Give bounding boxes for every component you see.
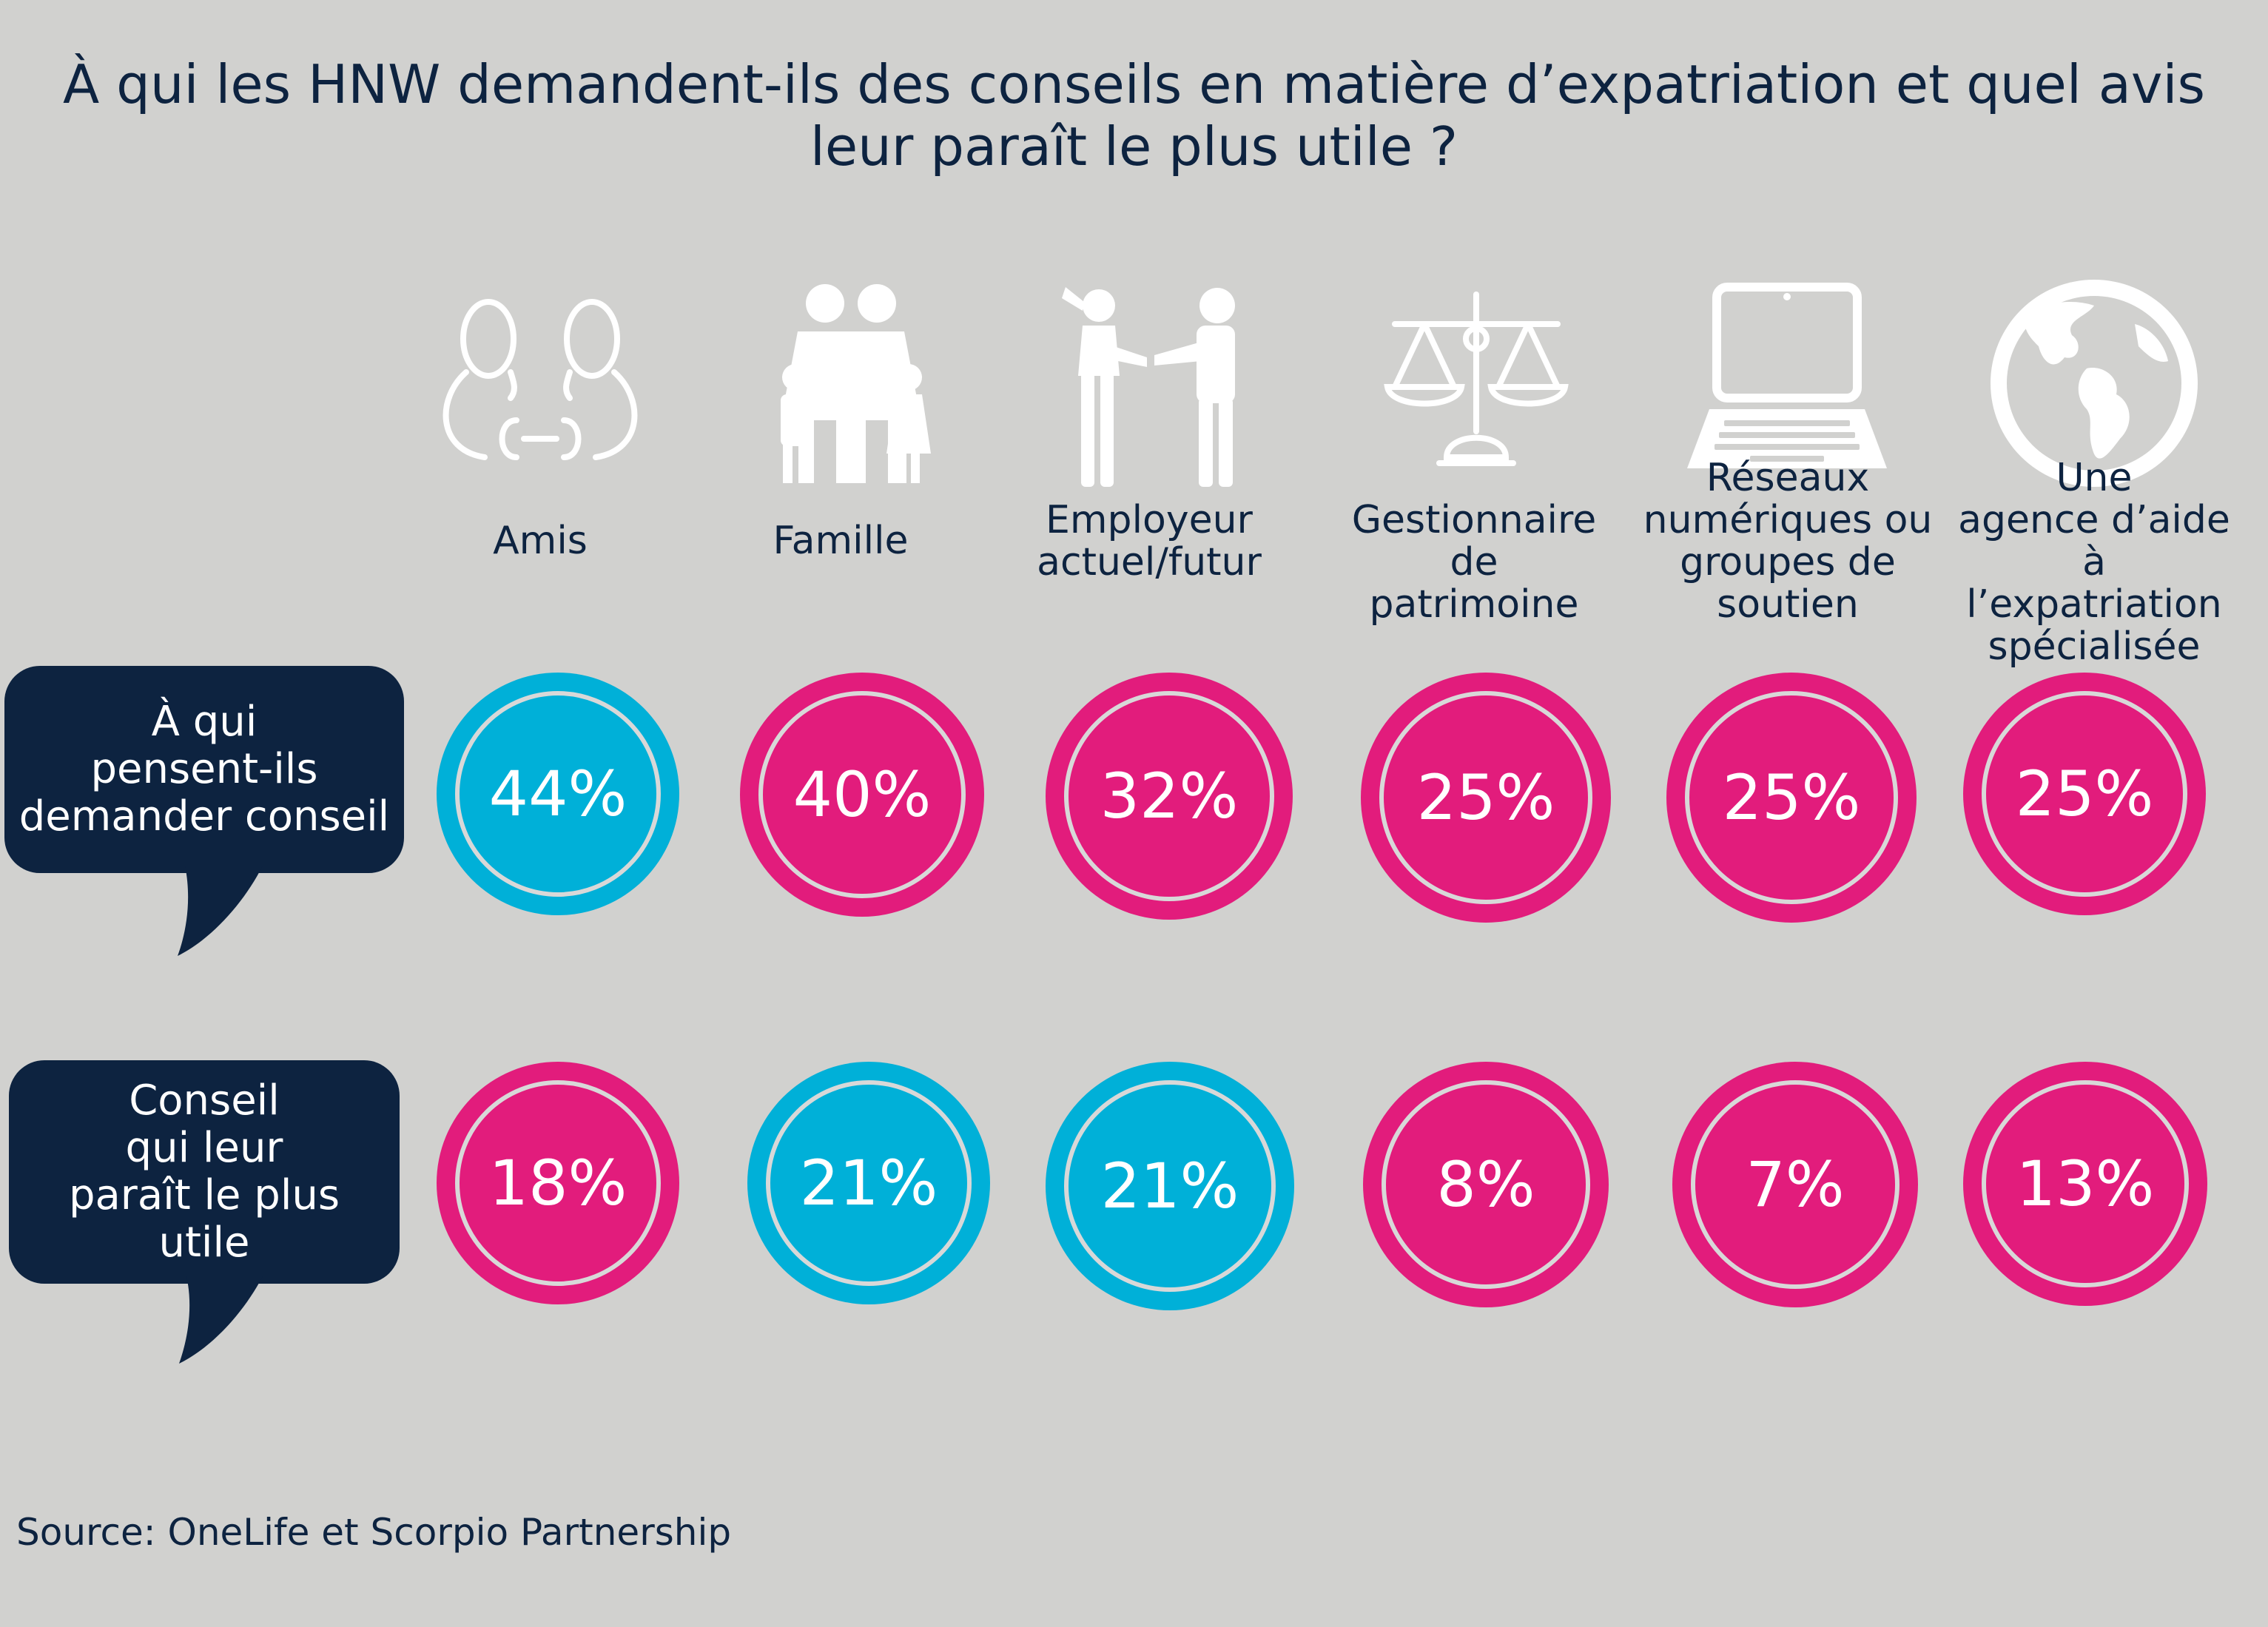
column-label-famille: Famille — [773, 519, 909, 563]
globe-icon — [1991, 280, 2198, 487]
value-label: 40% — [793, 758, 932, 831]
laptop-icon — [1687, 283, 1887, 468]
row-1-label-line-2: pensent-ils — [90, 745, 318, 793]
title-line-1: À qui les HNW demandent-ils des conseils… — [63, 53, 2205, 115]
value-circle: 13% — [1963, 1062, 2207, 1306]
value-circle: 25% — [1963, 673, 2206, 915]
value-circle: 7% — [1672, 1062, 1918, 1307]
column-label-reseaux: Réseaux numériques ou groupes de soutien — [1643, 456, 1933, 627]
value-circle: 40% — [740, 673, 984, 917]
row-2-label-line-4: utile — [158, 1219, 250, 1267]
bubble-tail-1 — [178, 866, 263, 956]
value-label: 21% — [799, 1147, 938, 1219]
row-label-bubble-2: Conseil qui leur paraît le plus utile — [9, 1060, 400, 1284]
value-circle: 44% — [437, 673, 679, 915]
column-label-gestionnaire: Gestionnaire de patrimoine — [1351, 498, 1597, 627]
scales-icon — [1384, 292, 1569, 466]
value-label: 32% — [1100, 760, 1239, 832]
column-label-employeur: Employeur actuel/futur — [1037, 498, 1262, 585]
value-circle: 18% — [437, 1062, 679, 1304]
value-label: 21% — [1100, 1150, 1239, 1222]
value-circle: 21% — [747, 1062, 990, 1304]
row-1-label-line-3: demander conseil — [18, 792, 390, 841]
column-label-agence: Une agence d’aide à l’expatriation spéci… — [1958, 456, 2230, 669]
title-line-2: leur paraît le plus utile ? — [810, 115, 1458, 178]
value-label: 13% — [2016, 1148, 2155, 1220]
value-circle: 32% — [1046, 673, 1293, 920]
row-2-label-line-3: paraît le plus — [68, 1171, 340, 1219]
value-circle: 25% — [1666, 673, 1917, 923]
column-label-amis: Amis — [493, 519, 588, 563]
row-label-bubble-1: À qui pensent-ils demander conseil — [4, 666, 404, 873]
value-label: 18% — [488, 1147, 627, 1219]
value-label: 7% — [1746, 1148, 1845, 1221]
value-label: 25% — [1722, 761, 1861, 834]
value-circle: 8% — [1363, 1062, 1609, 1307]
value-circle: 21% — [1046, 1062, 1294, 1310]
source-note: Source: OneLife et Scorpio Partnership — [16, 1511, 732, 1554]
family-icon — [781, 284, 931, 483]
value-circle: 25% — [1361, 673, 1611, 923]
row-2-label-line-2: qui leur — [125, 1124, 283, 1172]
value-label: 44% — [488, 758, 627, 830]
value-label: 25% — [1416, 761, 1555, 834]
handshake-icon — [1062, 287, 1235, 487]
value-label: 8% — [1436, 1148, 1535, 1221]
friends-icon — [443, 299, 638, 460]
row-2-label-line-1: Conseil — [129, 1077, 280, 1125]
bubble-tail-2 — [179, 1276, 263, 1364]
value-label: 25% — [2015, 758, 2154, 830]
chart-title: À qui les HNW demandent-ils des conseils… — [44, 53, 2224, 178]
row-1-label-line-1: À qui — [151, 698, 258, 746]
